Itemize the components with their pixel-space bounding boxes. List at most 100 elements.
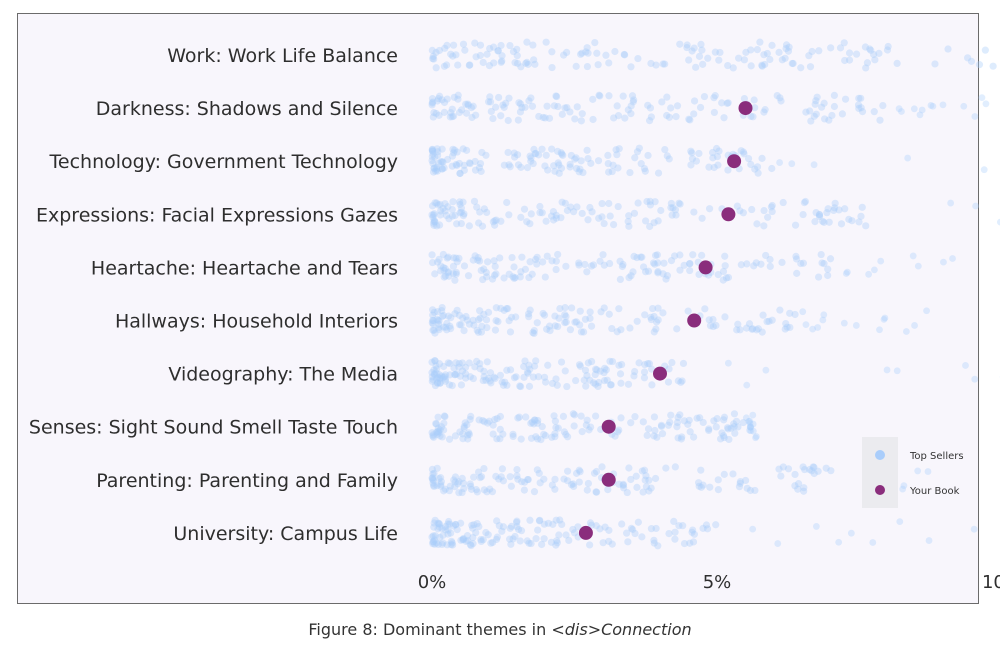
- top-seller-point: [735, 54, 743, 62]
- top-seller-point: [469, 256, 477, 264]
- top-seller-point: [467, 541, 475, 550]
- top-seller-point: [671, 463, 679, 471]
- top-seller-point: [604, 160, 612, 168]
- top-seller-point: [981, 46, 989, 54]
- top-seller-point: [589, 261, 598, 269]
- top-seller-point: [563, 477, 572, 485]
- top-seller-point: [654, 304, 662, 312]
- top-seller-point: [675, 199, 683, 207]
- top-seller-point: [705, 426, 713, 435]
- top-seller-point: [434, 540, 442, 549]
- top-seller-point: [820, 260, 828, 268]
- top-seller-point: [465, 61, 473, 69]
- top-seller-point: [533, 319, 541, 327]
- top-seller-point: [458, 474, 466, 482]
- legend: Top Sellers Your Book: [862, 437, 964, 508]
- top-seller-point: [459, 145, 467, 153]
- top-seller-point: [548, 481, 556, 489]
- top-seller-point: [429, 316, 437, 325]
- top-seller-point: [446, 113, 454, 121]
- top-sellers-dots: [428, 38, 1000, 550]
- top-seller-point: [449, 52, 457, 60]
- top-seller-point: [802, 321, 810, 329]
- top-seller-point: [898, 108, 905, 115]
- top-seller-point: [518, 103, 526, 112]
- top-seller-point: [437, 480, 445, 489]
- top-seller-point: [434, 201, 442, 209]
- top-seller-point: [434, 148, 442, 156]
- top-seller-point: [793, 269, 801, 277]
- top-seller-point: [500, 103, 508, 111]
- top-seller-point: [667, 411, 675, 419]
- top-seller-point: [430, 469, 438, 478]
- top-seller-point: [517, 527, 526, 535]
- top-seller-point: [676, 200, 684, 208]
- top-seller-point: [480, 372, 488, 381]
- top-seller-point: [496, 412, 505, 421]
- top-seller-point: [672, 211, 680, 219]
- top-seller-point: [927, 102, 935, 109]
- top-seller-point: [520, 486, 528, 494]
- top-seller-point: [768, 316, 776, 324]
- top-seller-point: [586, 519, 595, 527]
- top-seller-point: [566, 160, 574, 168]
- top-seller-point: [548, 379, 557, 388]
- top-seller-point: [586, 376, 594, 384]
- top-seller-point: [751, 165, 759, 173]
- top-seller-point: [455, 363, 463, 371]
- top-seller-point: [581, 366, 590, 374]
- top-seller-point: [471, 157, 479, 166]
- top-seller-point: [431, 270, 439, 278]
- top-seller-point: [431, 381, 440, 390]
- top-seller-point: [510, 263, 518, 271]
- top-seller-point: [789, 59, 797, 68]
- top-seller-point: [914, 467, 922, 475]
- top-seller-point: [477, 266, 485, 275]
- top-seller-point: [432, 362, 440, 370]
- top-seller-point: [664, 378, 673, 386]
- top-seller-point: [487, 539, 495, 547]
- top-seller-point: [543, 102, 551, 110]
- top-seller-point: [576, 165, 584, 173]
- top-seller-point: [429, 159, 437, 168]
- top-seller-point: [513, 52, 521, 60]
- top-seller-point: [815, 273, 823, 281]
- top-seller-point: [619, 92, 627, 100]
- top-seller-point: [722, 274, 731, 282]
- top-seller-point: [627, 524, 636, 532]
- top-seller-point: [690, 97, 699, 105]
- top-seller-point: [466, 373, 474, 381]
- top-seller-point: [830, 91, 838, 100]
- top-seller-point: [489, 421, 497, 429]
- top-seller-point: [648, 381, 656, 389]
- top-seller-point: [429, 476, 438, 484]
- top-seller-point: [443, 254, 451, 262]
- top-seller-point: [428, 476, 437, 484]
- top-seller-point: [650, 536, 658, 544]
- top-seller-point: [454, 91, 462, 99]
- top-seller-point: [647, 59, 655, 68]
- top-seller-point: [433, 315, 441, 324]
- top-seller-point: [548, 433, 556, 441]
- top-seller-point: [751, 104, 759, 112]
- top-seller-point: [533, 419, 542, 427]
- top-seller-point: [820, 218, 828, 226]
- legend-marker-top-sellers: [875, 450, 885, 460]
- top-seller-point: [749, 411, 757, 419]
- top-seller-point: [567, 203, 575, 211]
- top-seller-point: [662, 464, 670, 472]
- top-seller-point: [615, 426, 623, 434]
- top-seller-point: [584, 479, 592, 488]
- top-seller-point: [440, 273, 448, 281]
- top-seller-point: [765, 317, 773, 325]
- top-seller-point: [433, 464, 441, 472]
- top-seller-point: [476, 365, 484, 373]
- top-seller-point: [430, 221, 438, 229]
- x-tick-label: 5%: [703, 572, 732, 593]
- top-seller-point: [577, 157, 585, 165]
- top-seller-point: [462, 100, 470, 108]
- top-seller-point: [818, 259, 826, 267]
- top-seller-point: [704, 54, 712, 62]
